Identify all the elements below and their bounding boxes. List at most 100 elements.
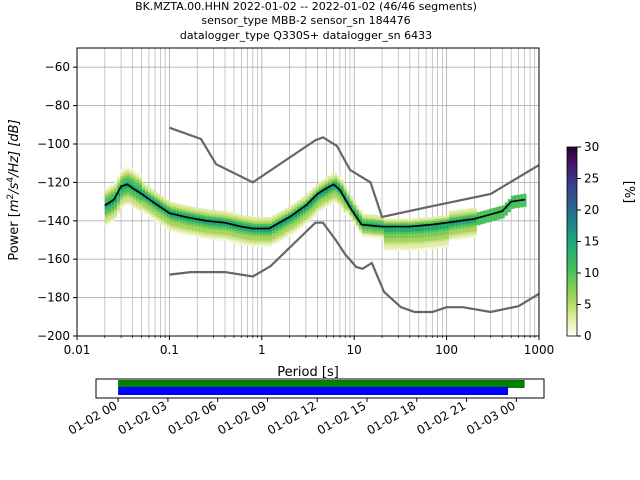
heatmap-cell	[117, 209, 121, 212]
heatmap-cell	[458, 230, 462, 234]
heatmap-cell	[324, 205, 329, 208]
heatmap-cell	[191, 221, 195, 224]
heatmap-cell	[290, 227, 294, 231]
heatmap-cell	[448, 238, 453, 241]
heatmap-cell	[452, 216, 456, 220]
heatmap-cell	[340, 187, 344, 191]
heatmap-cell	[111, 206, 115, 210]
heatmap-cell	[235, 215, 239, 219]
heatmap-cell	[222, 236, 226, 239]
heatmap-cell	[126, 202, 130, 206]
heatmap-cell	[154, 200, 158, 203]
heatmap-cell	[390, 239, 394, 243]
heatmap-cell	[132, 182, 136, 186]
heatmap-cell	[408, 227, 412, 230]
heatmap-cell	[169, 203, 174, 207]
heatmap-cell	[120, 201, 124, 204]
heatmap-cell	[492, 218, 496, 221]
heatmap-cell	[386, 220, 391, 224]
heatmap-cell	[247, 235, 251, 238]
heatmap-cell	[424, 230, 428, 233]
heatmap-cell	[228, 226, 232, 230]
heatmap-cell	[297, 202, 301, 205]
heatmap-cell	[157, 216, 161, 220]
heatmap-cell	[166, 206, 170, 209]
heatmap-cell	[436, 243, 440, 247]
heatmap-cell	[408, 246, 412, 249]
heatmap-cell	[306, 193, 310, 197]
heatmap-cell	[408, 222, 412, 226]
heatmap-cell	[272, 217, 276, 220]
heatmap-cell	[390, 227, 394, 230]
heatmap-cell	[182, 204, 186, 208]
heatmap-cell	[197, 224, 201, 228]
heatmap-cell	[117, 196, 121, 200]
heatmap-cell	[297, 227, 301, 231]
heatmap-cell	[241, 231, 245, 235]
heatmap-cell	[225, 217, 229, 221]
heatmap-cell	[142, 205, 146, 209]
heatmap-cell	[275, 224, 279, 227]
heatmap-cell	[424, 234, 428, 238]
heatmap-cell	[262, 221, 267, 224]
heatmap-cell	[126, 189, 130, 193]
heatmap-cell	[204, 230, 208, 233]
heatmap-cell	[476, 212, 480, 215]
heatmap-cell	[259, 242, 263, 245]
heatmap-cell	[123, 180, 127, 183]
heatmap-cell	[179, 208, 183, 211]
heatmap-cell	[169, 208, 174, 211]
heatmap-cell	[371, 233, 375, 237]
heatmap-cell	[507, 207, 511, 211]
heatmap-cell	[244, 221, 248, 225]
heatmap-cell	[241, 215, 245, 218]
heatmap-cell	[219, 217, 223, 220]
heatmap-cell	[312, 210, 316, 214]
heatmap-cell	[126, 200, 130, 203]
heatmap-cell	[467, 235, 471, 239]
heatmap-cell	[126, 181, 130, 184]
heatmap-cell	[383, 222, 387, 226]
heatmap-cell	[278, 211, 282, 215]
heatmap-cell	[200, 216, 205, 220]
heatmap-cell	[120, 199, 124, 202]
heatmap-cell	[151, 212, 155, 216]
heatmap-cell	[111, 185, 115, 189]
heatmap-cell	[461, 209, 465, 212]
heatmap-cell	[120, 192, 124, 196]
heatmap-cell	[241, 234, 245, 237]
heatmap-cell	[393, 231, 397, 235]
heatmap-cell	[241, 219, 245, 222]
heatmap-cell	[104, 189, 108, 193]
heatmap-cell	[346, 197, 350, 200]
heatmap-cell	[154, 197, 158, 201]
heatmap-cell	[219, 233, 223, 237]
heatmap-cell	[287, 229, 291, 233]
colorbar-label: [%]	[621, 181, 636, 204]
heatmap-cell	[197, 233, 201, 236]
heatmap-cell	[231, 217, 236, 220]
heatmap-cell	[135, 174, 139, 177]
heatmap-cell	[244, 240, 248, 244]
heatmap-cell	[200, 210, 205, 214]
heatmap-cell	[383, 218, 387, 222]
heatmap-cell	[483, 210, 487, 214]
heatmap-cell	[166, 214, 170, 218]
heatmap-cell	[135, 186, 139, 190]
heatmap-cell	[461, 226, 465, 229]
heatmap-cell	[408, 244, 412, 247]
heatmap-cell	[467, 223, 471, 226]
heatmap-cell	[421, 243, 425, 246]
heatmap-cell	[228, 218, 232, 222]
heatmap-cell	[430, 244, 434, 248]
ppsd-plot-area: 0.01 0.1 1 10 100 1000 −60−80−100−120−140−160…	[37, 47, 554, 357]
heatmap-cell	[297, 219, 301, 222]
heatmap-cell	[306, 214, 310, 218]
mode-line	[104, 183, 525, 230]
heatmap-cell	[340, 185, 344, 189]
heatmap-cell	[166, 218, 170, 222]
heatmap-cell	[107, 185, 112, 189]
heatmap-cell	[126, 172, 130, 176]
